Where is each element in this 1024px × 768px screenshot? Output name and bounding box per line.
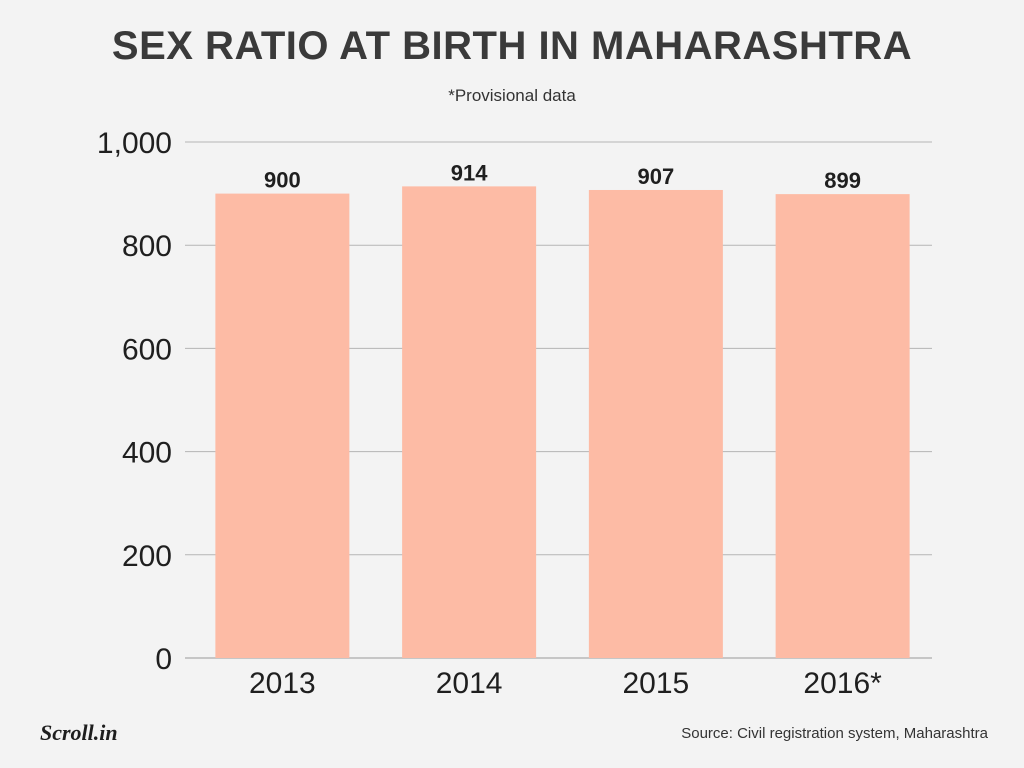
x-category-label: 2016* bbox=[803, 667, 882, 700]
bar-2014 bbox=[402, 186, 537, 658]
chart-title: SEX RATIO AT BIRTH IN MAHARASHTRA bbox=[111, 24, 913, 68]
y-tick-label: 0 bbox=[155, 643, 172, 676]
y-axis-tick-labels: 0 200 400 600 800 1,000 bbox=[97, 127, 172, 676]
bars bbox=[215, 186, 910, 658]
data-label: 900 bbox=[264, 168, 301, 193]
x-axis-category-labels: 2013 2014 2015 2016* bbox=[249, 667, 882, 700]
data-labels: 900 914 907 899 bbox=[264, 160, 861, 193]
y-tick-label: 800 bbox=[122, 230, 172, 263]
source-note: Source: Civil registration system, Mahar… bbox=[681, 725, 988, 742]
bar-2015 bbox=[588, 189, 723, 658]
scroll-logo: Scroll.in bbox=[40, 720, 118, 745]
y-tick-label: 1,000 bbox=[97, 127, 172, 160]
data-label: 914 bbox=[451, 160, 488, 185]
bar-2013 bbox=[215, 193, 350, 658]
chart-subtitle: *Provisional data bbox=[448, 86, 576, 105]
data-label: 907 bbox=[638, 164, 675, 189]
y-tick-label: 400 bbox=[122, 437, 172, 470]
y-tick-label: 200 bbox=[122, 540, 172, 573]
y-tick-label: 600 bbox=[122, 333, 172, 366]
data-label: 899 bbox=[824, 168, 861, 193]
x-category-label: 2013 bbox=[249, 667, 316, 700]
x-category-label: 2014 bbox=[436, 667, 503, 700]
bar-2016 bbox=[775, 194, 910, 658]
x-category-label: 2015 bbox=[623, 667, 690, 700]
